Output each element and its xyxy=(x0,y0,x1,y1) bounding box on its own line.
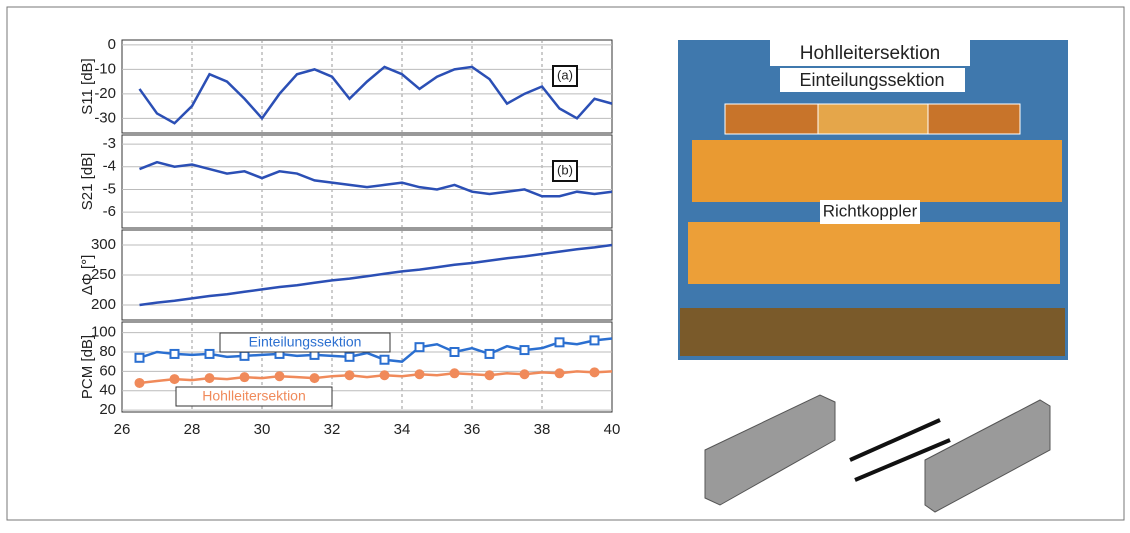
marker xyxy=(556,338,564,346)
marker xyxy=(241,373,249,381)
y-tick-label: -6 xyxy=(103,203,116,220)
marker xyxy=(136,379,144,387)
y-tick-label: -30 xyxy=(94,109,116,126)
plot-area xyxy=(122,135,612,228)
x-tick-label: 34 xyxy=(394,421,411,438)
marker xyxy=(591,336,599,344)
part-3 xyxy=(680,308,1065,356)
marker xyxy=(276,372,284,380)
y-tick-label: -5 xyxy=(103,180,116,197)
photo-label: Hohlleitersektion xyxy=(800,43,940,64)
marker xyxy=(416,370,424,378)
panel-tag: (b) xyxy=(557,162,573,177)
y-axis-label: S11 [dB] xyxy=(79,58,96,114)
y-tick-label: 60 xyxy=(99,362,116,379)
marker xyxy=(556,369,564,377)
y-axis-label: ΔΦ [°] xyxy=(79,255,96,296)
y-tick-label: -4 xyxy=(103,158,116,175)
part-1 xyxy=(692,140,1062,202)
einteilung-section xyxy=(818,104,928,134)
marker xyxy=(206,374,214,382)
marker xyxy=(521,346,529,354)
y-tick-label: 80 xyxy=(99,343,116,360)
legend-label: Hohlleitersektion xyxy=(202,388,306,404)
marker xyxy=(416,343,424,351)
marker xyxy=(521,370,529,378)
marker xyxy=(311,374,319,382)
y-axis-label: S21 [dB] xyxy=(79,153,96,211)
marker xyxy=(241,352,249,360)
marker xyxy=(381,356,389,364)
marker xyxy=(171,350,179,358)
part-2 xyxy=(688,222,1060,284)
x-tick-label: 30 xyxy=(254,421,271,438)
marker xyxy=(346,371,354,379)
panel-tag: (a) xyxy=(557,67,573,82)
y-tick-label: 20 xyxy=(99,401,116,418)
x-tick-label: 38 xyxy=(534,421,551,438)
y-tick-label: -10 xyxy=(94,60,116,77)
legend-label: Einteilungssektion xyxy=(249,334,362,350)
y-axis-label: PCM [dB] xyxy=(79,335,96,399)
plot-area xyxy=(122,40,612,133)
y-tick-label: -3 xyxy=(103,135,116,152)
figure: Hohlleitersektion Einteilungssektion Ric… xyxy=(0,0,1130,528)
marker xyxy=(171,375,179,383)
marker xyxy=(451,348,459,356)
marker xyxy=(346,353,354,361)
marker xyxy=(136,354,144,362)
x-tick-label: 36 xyxy=(464,421,481,438)
marker xyxy=(451,369,459,377)
marker xyxy=(486,350,494,358)
x-tick-label: 28 xyxy=(184,421,201,438)
marker xyxy=(591,368,599,376)
photo-label: Richtkoppler xyxy=(823,201,918,220)
photo-label: Einteilungssektion xyxy=(799,70,944,90)
x-tick-label: 26 xyxy=(114,421,131,438)
y-tick-label: 40 xyxy=(99,382,116,399)
y-tick-label: 200 xyxy=(91,296,116,313)
marker xyxy=(206,350,214,358)
x-tick-label: 40 xyxy=(604,421,621,438)
marker xyxy=(381,371,389,379)
x-tick-label: 32 xyxy=(324,421,341,438)
y-tick-label: 0 xyxy=(108,36,116,53)
y-tick-label: 300 xyxy=(91,236,116,253)
photo: Hohlleitersektion Einteilungssektion Ric… xyxy=(678,40,1068,360)
y-tick-label: -20 xyxy=(94,85,116,102)
marker xyxy=(486,371,494,379)
